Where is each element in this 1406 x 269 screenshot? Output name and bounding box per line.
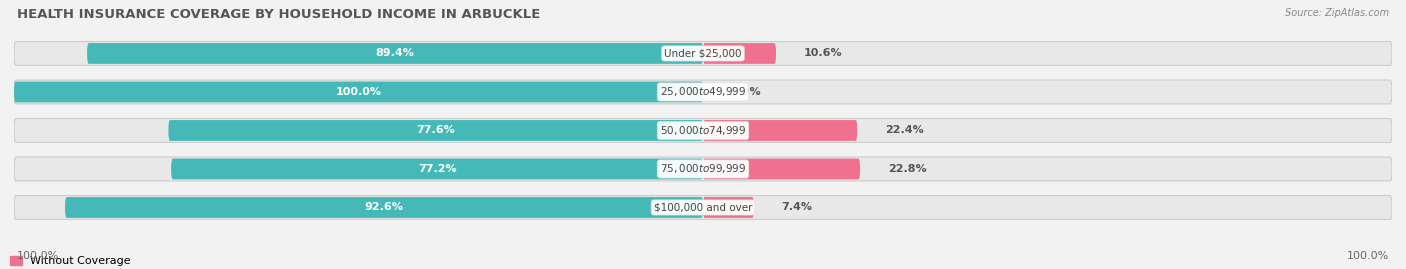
Text: 100.0%: 100.0% [17, 251, 59, 261]
Text: 100.0%: 100.0% [1347, 251, 1389, 261]
Text: 92.6%: 92.6% [364, 203, 404, 213]
FancyBboxPatch shape [703, 120, 858, 141]
FancyBboxPatch shape [14, 196, 1392, 220]
Text: Source: ZipAtlas.com: Source: ZipAtlas.com [1285, 8, 1389, 18]
FancyBboxPatch shape [703, 43, 776, 64]
Text: 22.4%: 22.4% [884, 125, 924, 136]
Legend: With Coverage, Without Coverage: With Coverage, Without Coverage [0, 256, 131, 266]
FancyBboxPatch shape [14, 157, 1392, 181]
FancyBboxPatch shape [169, 120, 703, 141]
FancyBboxPatch shape [172, 158, 703, 179]
Text: $50,000 to $74,999: $50,000 to $74,999 [659, 124, 747, 137]
FancyBboxPatch shape [14, 41, 1392, 65]
Text: 7.4%: 7.4% [782, 203, 813, 213]
Text: 0.0%: 0.0% [731, 87, 761, 97]
Text: 89.4%: 89.4% [375, 48, 415, 58]
Text: 77.2%: 77.2% [418, 164, 457, 174]
FancyBboxPatch shape [14, 119, 1392, 142]
Text: $75,000 to $99,999: $75,000 to $99,999 [659, 162, 747, 175]
Text: 10.6%: 10.6% [804, 48, 842, 58]
Text: 22.8%: 22.8% [887, 164, 927, 174]
FancyBboxPatch shape [703, 197, 754, 218]
FancyBboxPatch shape [87, 43, 703, 64]
Text: $100,000 and over: $100,000 and over [654, 203, 752, 213]
Text: Under $25,000: Under $25,000 [664, 48, 742, 58]
Text: HEALTH INSURANCE COVERAGE BY HOUSEHOLD INCOME IN ARBUCKLE: HEALTH INSURANCE COVERAGE BY HOUSEHOLD I… [17, 8, 540, 21]
FancyBboxPatch shape [14, 80, 1392, 104]
Text: 77.6%: 77.6% [416, 125, 456, 136]
FancyBboxPatch shape [14, 82, 703, 102]
FancyBboxPatch shape [65, 197, 703, 218]
Text: $25,000 to $49,999: $25,000 to $49,999 [659, 86, 747, 98]
Text: 100.0%: 100.0% [336, 87, 381, 97]
FancyBboxPatch shape [703, 158, 860, 179]
